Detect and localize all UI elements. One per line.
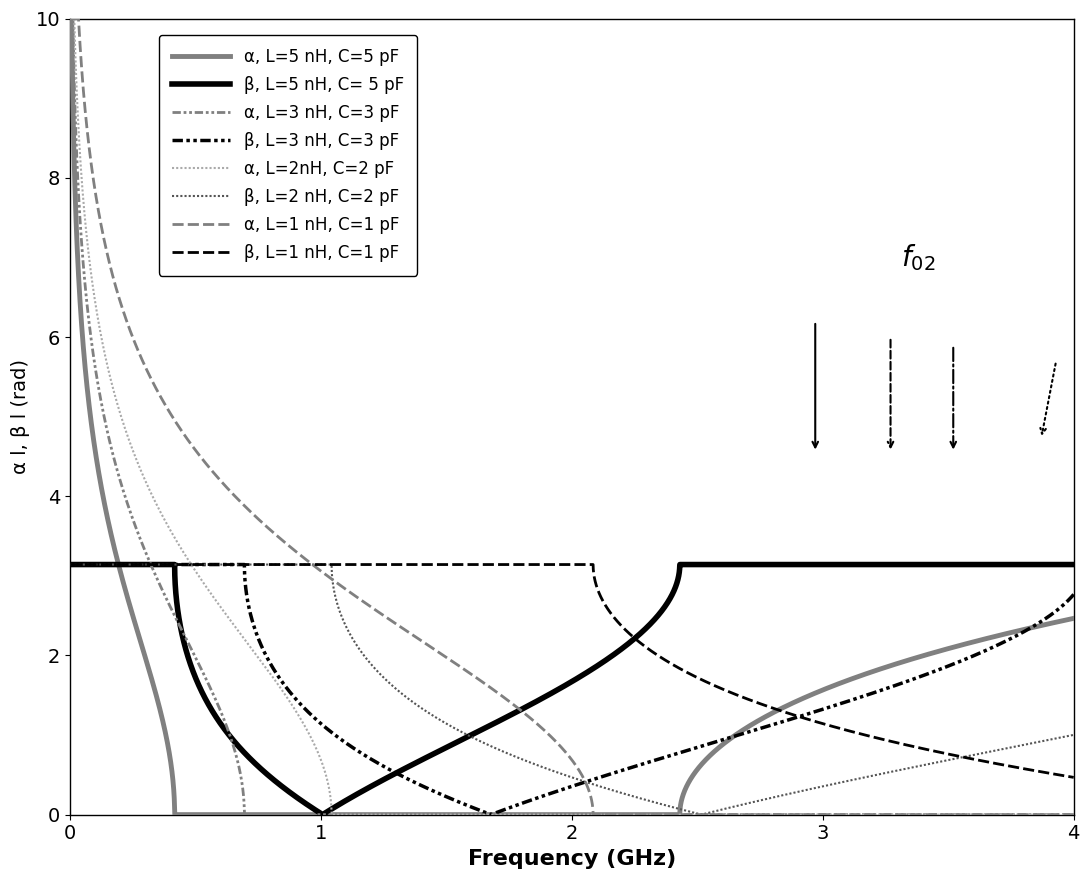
- X-axis label: Frequency (GHz): Frequency (GHz): [468, 849, 676, 869]
- Legend: α, L=5 nH, C=5 pF, β, L=5 nH, C= 5 pF, α, L=3 nH, C=3 pF, β, L=3 nH, C=3 pF, α, : α, L=5 nH, C=5 pF, β, L=5 nH, C= 5 pF, α…: [158, 35, 417, 275]
- Y-axis label: α l, β l (rad): α l, β l (rad): [11, 359, 31, 474]
- Text: $f_{02}$: $f_{02}$: [901, 243, 935, 274]
